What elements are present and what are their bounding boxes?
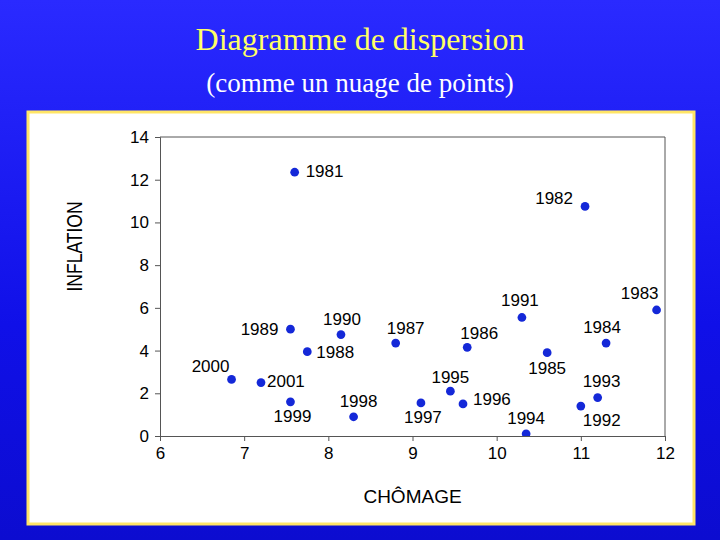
y-tick-mark <box>155 222 160 223</box>
x-tick-mark <box>328 436 329 441</box>
x-tick: 7 <box>240 436 249 463</box>
point <box>652 306 661 315</box>
point-label: 1987 <box>387 319 425 338</box>
point-label: 2000 <box>192 357 230 376</box>
point <box>522 429 531 436</box>
y-tick: 0 <box>140 427 160 446</box>
x-tick-label: 11 <box>573 444 591 463</box>
subtitle: (comme un nuage de points) <box>206 68 513 98</box>
point-label: 1986 <box>460 324 498 343</box>
point <box>391 339 400 348</box>
x-tick-label: 8 <box>324 444 333 463</box>
y-axis-title: INFLATION <box>62 202 87 292</box>
title: Diagramme de dispersion <box>196 21 525 57</box>
y-tick-mark <box>155 436 160 437</box>
y-tick-label: 14 <box>130 128 149 147</box>
x-tick-label: 6 <box>156 444 165 463</box>
point <box>543 348 552 357</box>
point-label: 1990 <box>323 310 361 329</box>
x-tick-label: 12 <box>656 444 675 463</box>
point-label: 1992 <box>583 411 621 430</box>
y-tick-label: 2 <box>140 384 149 403</box>
y-tick: 12 <box>130 171 160 190</box>
x-tick-label: 9 <box>408 444 417 463</box>
plot-frame <box>665 137 666 436</box>
point <box>290 168 299 177</box>
point <box>593 393 602 402</box>
y-axis: 0 2 4 6 8 10 12 14 <box>130 128 160 446</box>
point-label: 1999 <box>274 407 312 426</box>
y-tick: 14 <box>130 128 160 147</box>
y-tick-label: 0 <box>140 427 149 446</box>
point-label: 1991 <box>501 291 539 310</box>
x-axis-line <box>161 437 666 442</box>
x-tick: 12 <box>656 436 675 463</box>
point-label: 2001 <box>267 372 305 391</box>
point <box>459 400 468 409</box>
point-label: 1985 <box>528 359 566 378</box>
y-tick: 8 <box>140 256 160 275</box>
y-tick-label: 12 <box>130 171 149 190</box>
point-label: 1995 <box>431 368 469 387</box>
point <box>602 339 611 348</box>
point-label: 1988 <box>316 343 354 362</box>
y-tick-label: 10 <box>130 213 149 232</box>
point <box>446 387 455 396</box>
y-tick: 4 <box>140 342 160 361</box>
x-axis: 6 7 8 9 10 11 12 <box>156 436 675 463</box>
y-tick: 6 <box>140 299 160 318</box>
y-axis-line <box>155 138 161 437</box>
y-tick-mark <box>155 137 160 138</box>
slide: Diagramme de dispersion (comme un nuage d… <box>0 0 720 540</box>
x-tick: 6 <box>156 436 165 463</box>
point-label: 1998 <box>340 392 378 411</box>
point <box>337 330 346 339</box>
x-tick-mark <box>581 436 582 441</box>
point-label: 1983 <box>621 284 659 303</box>
point <box>286 397 295 406</box>
point-label: 1996 <box>473 390 511 409</box>
plot-area <box>227 168 661 436</box>
point-label: 1984 <box>583 318 621 337</box>
point <box>463 343 472 352</box>
point <box>286 325 295 334</box>
y-tick-mark <box>155 393 160 394</box>
x-tick: 11 <box>573 436 591 463</box>
x-tick: 10 <box>488 436 507 463</box>
y-tick-label: 8 <box>140 256 149 275</box>
y-tick: 10 <box>130 213 160 232</box>
y-tick: 2 <box>140 384 160 403</box>
y-tick-label: 4 <box>140 342 149 361</box>
x-axis-title: CHÔMAGE <box>363 486 461 507</box>
point-label: 1982 <box>535 189 573 208</box>
y-tick-mark <box>155 265 160 266</box>
chart-panel <box>28 112 694 524</box>
y-tick-label: 6 <box>140 299 149 318</box>
x-tick-mark <box>665 436 666 441</box>
x-tick: 9 <box>408 436 417 463</box>
point <box>576 402 585 411</box>
point-labels: 1981 1982 19831984 1985 1986 1987 1988 1989 1990… <box>192 162 659 430</box>
x-tick-mark <box>413 436 414 441</box>
point-label: 1989 <box>241 320 279 339</box>
x-tick: 8 <box>324 436 333 463</box>
point-label: 1993 <box>583 372 621 391</box>
point-label: 1997 <box>404 408 442 427</box>
y-tick-mark <box>155 351 160 352</box>
point-label: 1981 <box>306 162 344 181</box>
point <box>518 313 527 322</box>
point-label: 1994 <box>507 409 545 428</box>
x-tick-label: 7 <box>240 444 249 463</box>
x-tick-label: 10 <box>488 444 507 463</box>
x-tick-mark <box>497 436 498 441</box>
y-tick-mark <box>155 308 160 309</box>
point <box>257 378 266 387</box>
y-tick-mark <box>155 180 160 181</box>
point <box>303 347 312 356</box>
point <box>581 202 590 211</box>
point <box>417 399 426 408</box>
plot-frame <box>160 137 665 138</box>
x-tick-mark <box>244 436 245 441</box>
point <box>349 412 358 421</box>
